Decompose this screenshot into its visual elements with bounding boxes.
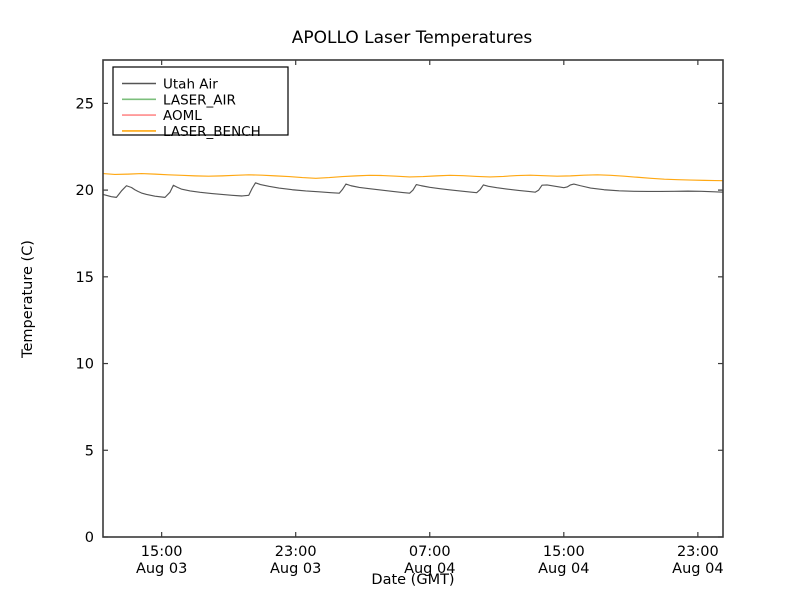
plot-area (102, 59, 724, 538)
legend-box (112, 66, 289, 136)
x-tick-label-time: 07:00 (409, 544, 451, 560)
y-axis-label: Temperature (C) (20, 240, 36, 359)
x-tick-label-time: 23:00 (677, 544, 719, 560)
legend-label: AOML (163, 108, 202, 124)
plot-background (103, 60, 723, 537)
y-axis-tick-labels: 0 5 10 15 20 25 (76, 96, 94, 546)
x-tick-label-time: 15:00 (543, 544, 585, 560)
legend-label: LASER_BENCH (163, 124, 261, 140)
series-layer (102, 173, 724, 198)
chart-title: APOLLO Laser Temperatures (292, 28, 533, 48)
x-tick-label-date: Aug 04 (672, 561, 723, 577)
x-tick-label-date: Aug 03 (136, 561, 187, 577)
y-tick-label: 15 (76, 270, 94, 286)
y-tick-label: 0 (85, 530, 94, 546)
series-line-laser-bench (102, 173, 724, 182)
y-tick-label: 5 (85, 443, 94, 459)
y-tick-label: 10 (76, 357, 94, 373)
series-line-utah-air (102, 182, 724, 198)
legend-label: Utah Air (163, 77, 218, 93)
axis-ticks (103, 60, 723, 538)
x-tick-label-date: Aug 03 (270, 561, 321, 577)
x-tick-label-date: Aug 04 (538, 561, 589, 577)
plot-frame (102, 59, 724, 538)
x-tick-label-time: 15:00 (141, 544, 183, 560)
x-tick-label-time: 23:00 (275, 544, 317, 560)
legend-label: LASER_AIR (163, 92, 236, 108)
y-tick-label: 25 (76, 96, 94, 112)
x-tick-label-date: Aug 04 (404, 561, 455, 577)
x-axis-label: Date (GMT) (371, 572, 454, 588)
y-tick-label: 20 (76, 183, 94, 199)
